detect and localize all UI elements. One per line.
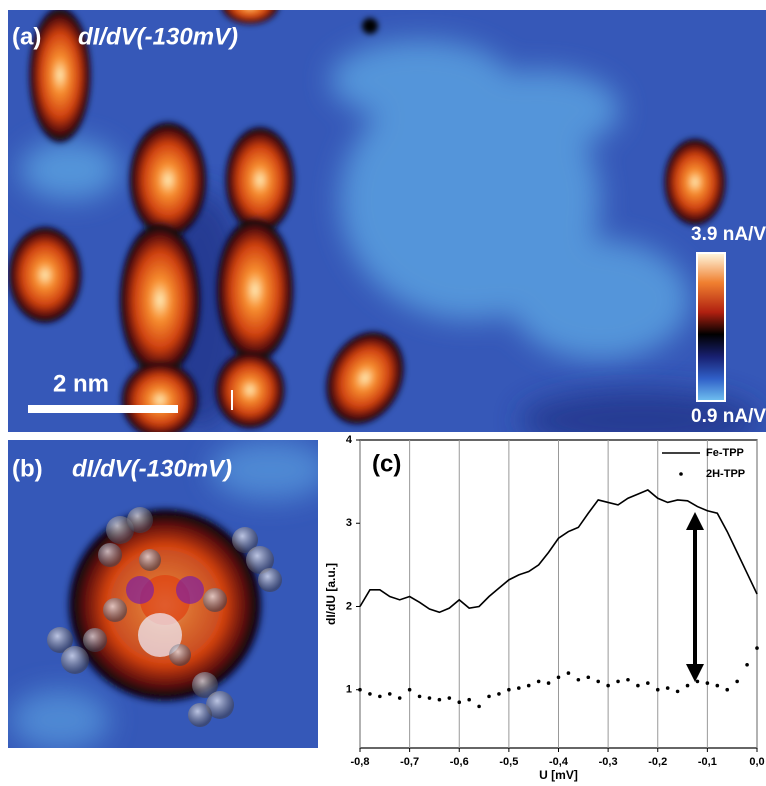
- x-tick-label: 0,0: [749, 756, 764, 768]
- stm-image-b: [8, 440, 318, 748]
- y-tick-label: 2: [346, 600, 352, 612]
- data-point: [586, 675, 591, 680]
- y-tick-label: 3: [346, 517, 352, 529]
- legend-marker: [679, 472, 683, 476]
- x-tick-label: -0,6: [450, 756, 469, 768]
- data-point: [705, 681, 710, 685]
- data-point: [566, 671, 571, 675]
- data-point: [725, 687, 730, 692]
- data-point: [427, 696, 432, 700]
- legend-label: Fe-TPP: [706, 447, 744, 459]
- data-point: [467, 697, 471, 702]
- data-point: [556, 675, 561, 680]
- data-point: [407, 687, 412, 692]
- data-point: [447, 696, 452, 700]
- data-point: [636, 683, 640, 688]
- arrow-head: [686, 512, 704, 530]
- data-point: [437, 697, 442, 702]
- data-point: [655, 687, 660, 692]
- data-point: [457, 700, 462, 705]
- scale-bar-label: 2 nm: [53, 370, 109, 397]
- data-point: [517, 686, 521, 690]
- data-point: [695, 679, 700, 684]
- data-point: [387, 692, 392, 696]
- scale-bar: [28, 405, 178, 413]
- x-tick-label: -0,7: [400, 756, 419, 768]
- panel-label: (b): [12, 455, 43, 482]
- data-point: [368, 692, 372, 696]
- data-point: [606, 683, 610, 688]
- data-point: [358, 687, 362, 692]
- data-point: [675, 689, 680, 694]
- x-tick-label: -0,2: [648, 756, 667, 768]
- x-tick-label: -0,1: [698, 756, 717, 768]
- x-tick-label: -0,5: [499, 756, 518, 768]
- data-point: [378, 694, 382, 699]
- legend-label: 2H-TPP: [706, 468, 745, 480]
- colorbar-min: 0.9 nA/V: [691, 406, 766, 427]
- data-point: [755, 646, 759, 650]
- panel-label: (a): [12, 23, 41, 50]
- panel-title: dI/dV(-130mV): [78, 23, 238, 50]
- data-point: [626, 677, 630, 682]
- y-tick-label: 4: [346, 434, 353, 446]
- x-axis-label: U [mV]: [539, 768, 578, 782]
- panel-label: (c): [372, 450, 401, 477]
- data-point: [526, 683, 531, 688]
- data-point: [745, 662, 749, 667]
- data-point: [685, 683, 690, 688]
- data-point: [616, 679, 620, 684]
- x-tick-label: -0,3: [599, 756, 618, 768]
- colorbar-max: 3.9 nA/V: [691, 224, 766, 245]
- data-point: [735, 679, 739, 684]
- y-tick-label: 1: [346, 684, 352, 696]
- data-point: [536, 679, 541, 684]
- data-point: [665, 686, 670, 690]
- data-point: [397, 696, 402, 700]
- data-point: [477, 704, 481, 709]
- data-line: [359, 489, 758, 614]
- molecule-model: [47, 507, 282, 727]
- data-point: [646, 681, 650, 685]
- panel-title: dI/dV(-130mV): [72, 455, 232, 482]
- data-point: [507, 687, 511, 692]
- data-point: [487, 694, 491, 699]
- data-point: [596, 679, 600, 684]
- data-point: [576, 677, 581, 682]
- stm-image-a: [8, 10, 766, 432]
- data-point: [715, 683, 720, 688]
- chart: -0,8 -0,7 -0,6 -0,5 -0,4 -0,3 -0,2 -0,1 0,0 1 2 3 4 U…: [324, 434, 764, 782]
- arrow-head: [686, 664, 704, 682]
- x-tick-label: -0,8: [351, 756, 370, 768]
- x-tick-label: -0,4: [549, 756, 569, 768]
- data-point: [546, 681, 551, 685]
- data-point: [417, 694, 422, 699]
- data-point: [497, 692, 501, 696]
- y-axis-label: dI/dU [a.u.]: [324, 563, 338, 625]
- colorbar: [696, 252, 726, 402]
